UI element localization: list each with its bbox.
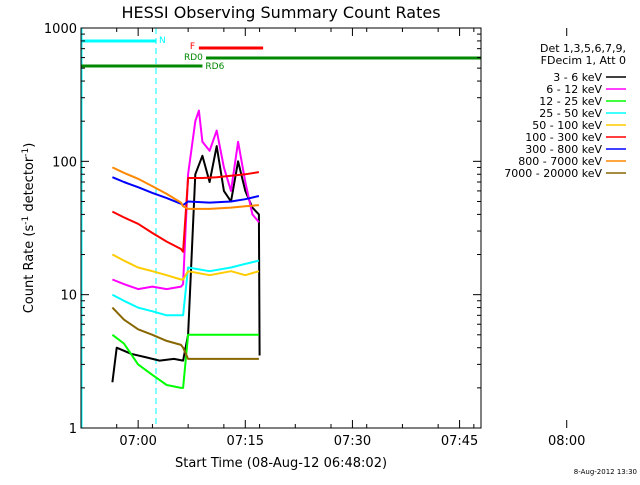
x-tick-label: 07:15 bbox=[227, 434, 264, 449]
series-line-6 bbox=[111, 171, 260, 253]
series-line-4 bbox=[111, 259, 260, 317]
night-label: N bbox=[159, 36, 166, 46]
series-line-2 bbox=[112, 109, 260, 291]
series-line-1 bbox=[111, 145, 261, 383]
y-tick-label: 100 bbox=[52, 155, 77, 170]
legend-label: 3 - 6 keV bbox=[553, 71, 602, 84]
legend-label: 300 - 800 keV bbox=[525, 143, 602, 156]
series-line-3 bbox=[111, 333, 259, 389]
legend-label: 100 - 300 keV bbox=[525, 131, 602, 144]
legend-label: 50 - 100 keV bbox=[532, 119, 602, 132]
series-line-8 bbox=[111, 166, 259, 210]
y-tick-label: 1000 bbox=[44, 22, 77, 37]
legend-label: 12 - 25 keV bbox=[539, 95, 602, 108]
x-tick-label: 07:30 bbox=[334, 434, 371, 449]
y-tick-label: 10 bbox=[60, 289, 77, 304]
legend-label: 6 - 12 keV bbox=[546, 83, 602, 96]
plot-frame bbox=[80, 27, 482, 429]
rd6-label: RD6 bbox=[205, 62, 224, 72]
legend-label: 800 - 7000 keV bbox=[518, 155, 602, 168]
timestamp: 8-Aug-2012 13:30 bbox=[574, 468, 637, 476]
flare-label: F bbox=[190, 42, 195, 52]
legend-label: 7000 - 20000 keV bbox=[504, 167, 602, 180]
x-tick-label: 08:00 bbox=[548, 434, 585, 449]
x-tick-label: 07:00 bbox=[119, 434, 156, 449]
legend-header-line-2: FDecim 1, Att 0 bbox=[541, 54, 626, 67]
rd0-label: RD0 bbox=[184, 53, 203, 63]
y-axis-label: Count Rate (s-1 detector-1) bbox=[21, 143, 37, 314]
legend-label: 25 - 50 keV bbox=[539, 107, 602, 120]
chart-title: HESSI Observing Summary Count Rates bbox=[121, 3, 440, 22]
x-axis-label: Start Time (08-Aug-12 06:48:02) bbox=[175, 456, 387, 471]
legend-header-line-1: Det 1,3,5,6,7,9, bbox=[540, 42, 626, 55]
x-tick-label: 07:45 bbox=[441, 434, 478, 449]
y-tick-label: 1 bbox=[69, 422, 77, 437]
series-line-9 bbox=[111, 306, 259, 360]
series-line-5 bbox=[111, 253, 260, 281]
